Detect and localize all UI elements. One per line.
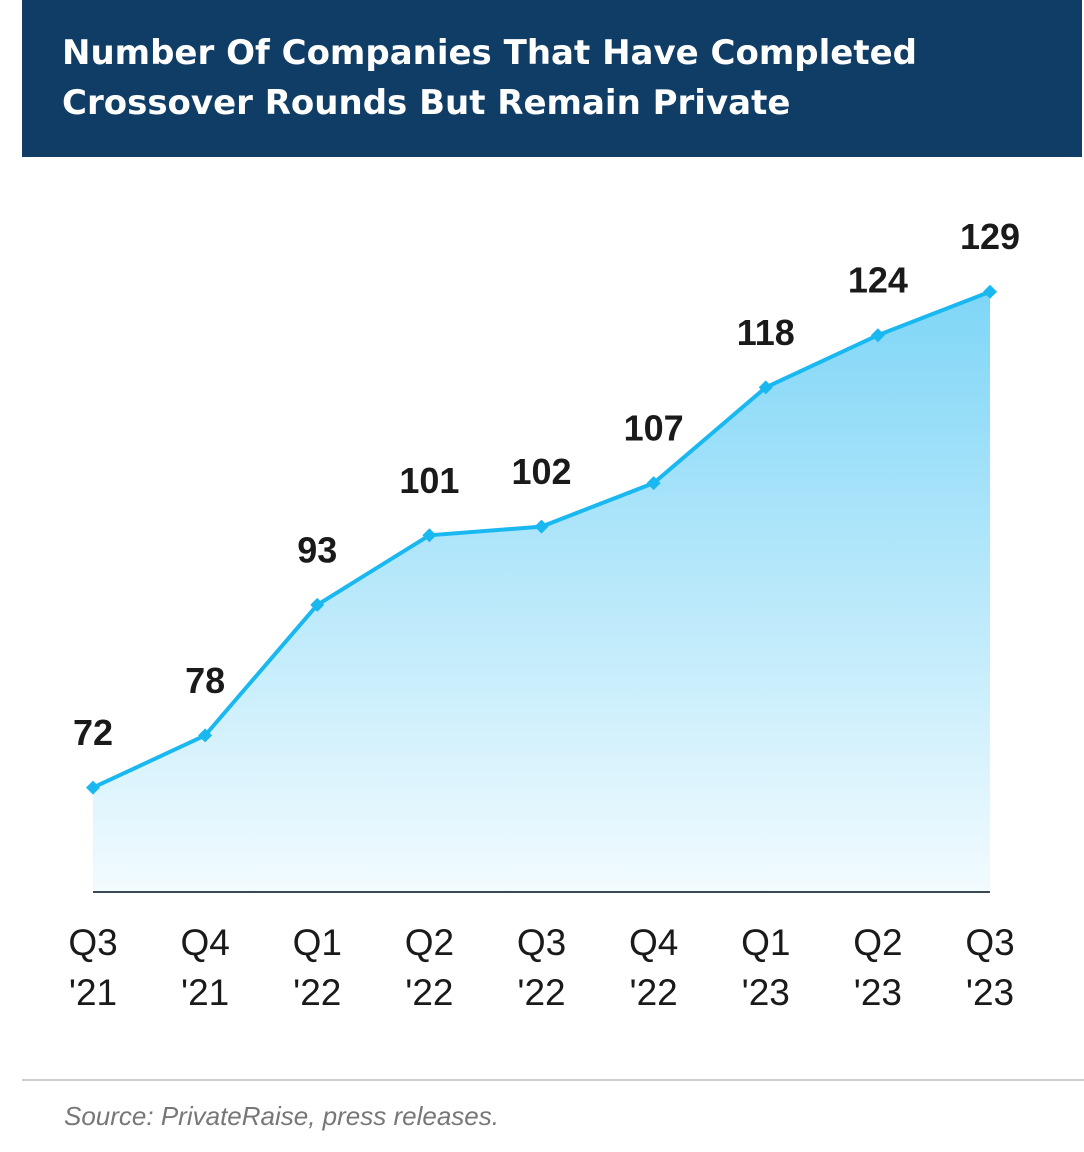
x-tick-label: Q2'23 xyxy=(853,922,902,1013)
x-tick-label-line: '22 xyxy=(630,972,678,1013)
x-tick-label: Q1'23 xyxy=(741,922,790,1013)
x-tick-label-line: '21 xyxy=(181,972,229,1013)
chart-title: Number Of Companies That Have Completed … xyxy=(62,33,917,123)
point-marker xyxy=(758,380,773,395)
x-tick-label-line: Q2 xyxy=(405,922,454,963)
source-note: Source: PrivateRaise, press releases. xyxy=(64,1101,499,1131)
x-tick-label-line: Q1 xyxy=(741,922,790,963)
point-marker xyxy=(422,528,437,543)
x-tick-label-line: '23 xyxy=(742,972,790,1013)
x-tick-label-line: '22 xyxy=(293,972,341,1013)
x-tick-label-line: Q4 xyxy=(629,922,678,963)
point-marker xyxy=(870,328,885,343)
x-tick-label-line: '23 xyxy=(966,972,1014,1013)
data-label: 102 xyxy=(511,451,571,492)
x-tick-label-line: Q3 xyxy=(965,922,1014,963)
x-tick-label: Q4'21 xyxy=(180,922,229,1013)
point-marker xyxy=(646,476,661,491)
x-tick-label: Q3'22 xyxy=(517,922,566,1013)
point-marker xyxy=(86,780,100,795)
x-tick-label-line: '23 xyxy=(854,972,902,1013)
x-tick-label: Q4'22 xyxy=(629,922,678,1013)
data-label: 78 xyxy=(185,660,225,701)
x-tick-label-line: '21 xyxy=(69,972,117,1013)
point-marker xyxy=(310,597,325,612)
data-label: 72 xyxy=(73,712,113,753)
point-marker xyxy=(534,519,549,534)
x-tick-label: Q1'22 xyxy=(293,922,342,1013)
data-label: 129 xyxy=(960,216,1020,257)
x-tick-label-line: Q3 xyxy=(517,922,566,963)
x-tick-label: Q3'21 xyxy=(68,922,117,1013)
x-tick-label-line: '22 xyxy=(405,972,453,1013)
title-box: Number Of Companies That Have Completed … xyxy=(62,33,917,123)
data-label: 93 xyxy=(297,529,337,570)
x-tick-label-line: Q2 xyxy=(853,922,902,963)
x-tick-label-line: Q1 xyxy=(293,922,342,963)
x-tick-label: Q3'23 xyxy=(965,922,1014,1013)
x-tick-label-line: Q4 xyxy=(180,922,229,963)
data-label: 101 xyxy=(399,460,459,501)
data-label: 124 xyxy=(848,260,908,301)
x-tick-label-line: Q3 xyxy=(68,922,117,963)
data-label: 107 xyxy=(624,408,684,449)
data-label: 118 xyxy=(737,312,795,353)
area-fill xyxy=(93,291,990,892)
x-tick-label: Q2'22 xyxy=(405,922,454,1013)
header-band xyxy=(22,0,1082,157)
point-marker xyxy=(983,284,997,299)
x-tick-label-line: '22 xyxy=(517,972,565,1013)
point-marker xyxy=(198,728,213,743)
